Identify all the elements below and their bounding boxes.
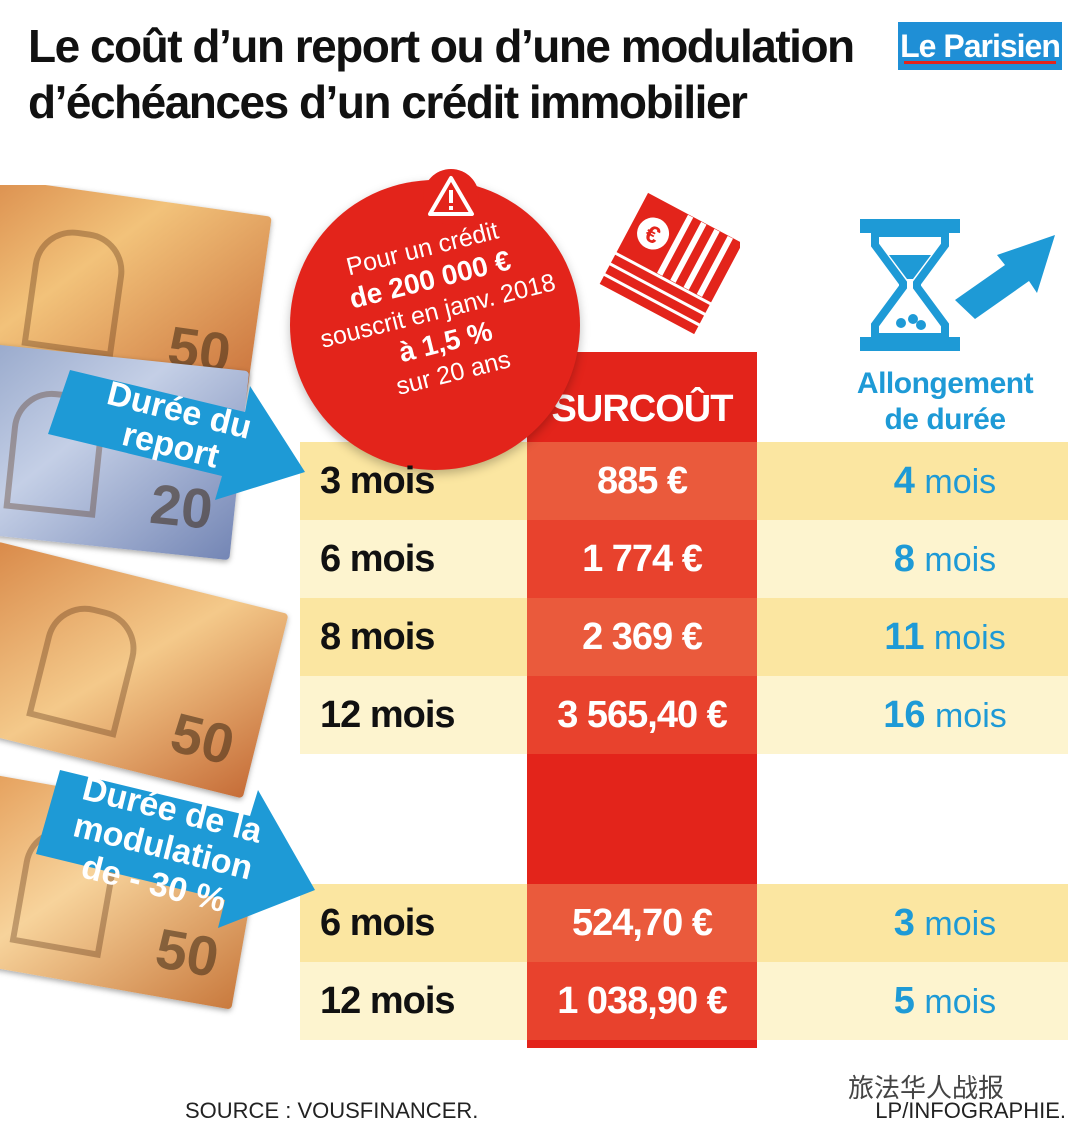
surcout-cell-bg xyxy=(527,520,757,598)
surcout-cell: 885 € xyxy=(596,460,688,502)
duree-cell: 3 mois xyxy=(320,460,435,502)
surcout-cell: 524,70 € xyxy=(572,902,713,944)
source-text: SOURCE : VOUSFINANCER. xyxy=(185,1098,479,1123)
allongement-header-line-2: de durée xyxy=(884,403,1006,436)
allongement-cell: 8 mois xyxy=(893,538,997,580)
surcout-header: SURCOÛT xyxy=(551,388,734,430)
le-parisien-logo: Le Parisien xyxy=(898,22,1062,70)
allongement-cell: 16 mois xyxy=(883,694,1007,736)
arrow-up-right-icon xyxy=(955,235,1055,319)
warning-icon xyxy=(423,169,479,225)
hourglass-icon xyxy=(860,219,1055,351)
surcout-cell-bg xyxy=(527,884,757,962)
allongement-cell: 11 mois xyxy=(884,616,1006,658)
wechat-watermark: 旅法华人战报 xyxy=(848,1073,1005,1103)
euro-stack-icon: € xyxy=(595,188,740,339)
allongement-cell: 5 mois xyxy=(893,980,997,1022)
surcout-cell: 1 774 € xyxy=(582,538,703,580)
surcout-cell: 1 038,90 € xyxy=(557,980,728,1022)
title-line-1: Le coût d’un report ou d’une modulation xyxy=(28,20,855,72)
title-line-2: d’échéances d’un crédit immobilier xyxy=(28,76,748,128)
duree-cell: 6 mois xyxy=(320,538,435,580)
allongement-header: Allongement de durée xyxy=(830,366,1060,438)
surcout-cell: 3 565,40 € xyxy=(557,694,728,736)
loan-sticker xyxy=(290,180,580,470)
duree-cell: 12 mois xyxy=(320,980,456,1022)
surcout-cell-bg xyxy=(527,962,757,1040)
page-title: Le coût d’un report ou d’une modulation … xyxy=(28,18,868,130)
allongement-cell: 4 mois xyxy=(893,460,997,502)
modulation-arrow xyxy=(36,770,315,928)
surcout-cell-bg xyxy=(527,442,757,520)
duree-cell: 8 mois xyxy=(320,616,435,658)
credit-text: LP/INFOGRAPHIE. xyxy=(875,1098,1066,1123)
duree-cell: 12 mois xyxy=(320,694,456,736)
surcout-cell: 2 369 € xyxy=(582,616,703,658)
duree-cell: 6 mois xyxy=(320,902,435,944)
surcout-cell-bg xyxy=(527,676,757,754)
allongement-header-line-1: Allongement xyxy=(856,367,1034,400)
allongement-cell: 3 mois xyxy=(893,902,997,944)
report-arrow xyxy=(48,370,305,500)
surcout-cell-bg xyxy=(527,598,757,676)
